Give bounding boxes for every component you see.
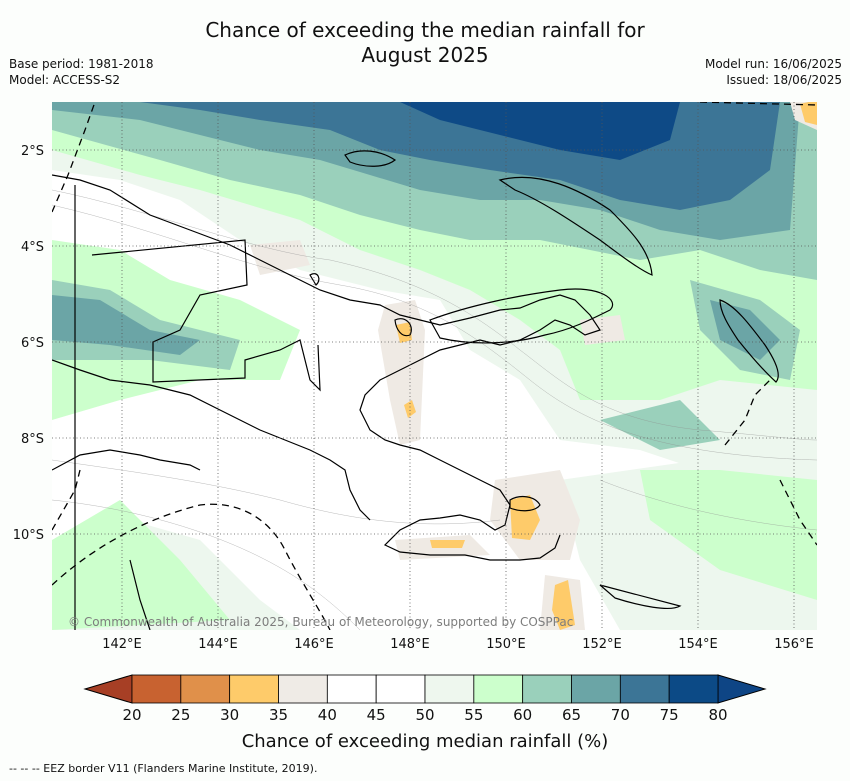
colorbar-tick-label: 30 <box>220 706 239 724</box>
eez-footnote: -- -- -- EEZ border V11 (Flanders Marine… <box>9 762 318 775</box>
colorbar-segment <box>278 674 328 704</box>
lat-tick-4s: 4°S <box>21 240 44 255</box>
lon-tick-146e: 146°E <box>294 637 334 652</box>
colorbar-segment <box>571 674 621 704</box>
colorbar-segment <box>229 674 279 704</box>
lon-tick-144e: 144°E <box>198 637 238 652</box>
copyright-text: © Commonwealth of Australia 2025, Bureau… <box>68 615 573 629</box>
lon-tick-labels: 142°E 144°E 146°E 148°E 150°E 152°E 154°… <box>102 637 814 652</box>
model-info: Base period: 1981-2018 Model: ACCESS-S2 <box>9 56 154 88</box>
field-65-70-mid <box>600 400 720 450</box>
model-run-label: Model run: 16/06/2025 <box>704 57 842 71</box>
field-35-40-e <box>430 540 465 548</box>
field-40-45-e <box>250 240 310 275</box>
lat-tick-labels: 2°S 4°S 6°S 8°S 10°S <box>13 144 44 543</box>
lat-tick-2s: 2°S <box>21 144 44 159</box>
colorbar-tick-label: 40 <box>318 706 337 724</box>
coastlines <box>52 150 779 630</box>
colorbar: 20 25 30 35 40 45 50 55 60 65 70 75 80 Chance of exc… <box>83 674 767 752</box>
field-60-65-southeast <box>640 470 817 600</box>
lat-tick-6s: 6°S <box>21 336 44 351</box>
lat-tick-8s: 8°S <box>21 432 44 447</box>
colorbar-over-arrow <box>717 674 767 704</box>
lon-tick-150e: 150°E <box>486 637 526 652</box>
colorbar-segment <box>522 674 572 704</box>
base-period-label: Base period: 1981-2018 <box>9 57 154 71</box>
colorbar-tick-label: 65 <box>562 706 581 724</box>
colorbar-tick-label: 55 <box>464 706 483 724</box>
eez-borders <box>52 102 817 630</box>
colorbar-segment <box>668 674 719 704</box>
title-line-1: Chance of exceeding the median rainfall … <box>205 18 645 42</box>
chart-title: Chance of exceeding the median rainfall … <box>180 18 670 68</box>
field-35-40-b <box>552 580 575 630</box>
colorbar-tick-label: 25 <box>171 706 190 724</box>
lon-tick-156e: 156°E <box>774 637 814 652</box>
field-35-40-d <box>404 400 416 418</box>
colorbar-segments <box>131 674 719 704</box>
issued-label: Issued: 18/06/2025 <box>726 73 842 87</box>
colorbar-segment <box>473 674 524 704</box>
field-60-65-southwest <box>52 500 230 630</box>
colorbar-title: Chance of exceeding median rainfall (%) <box>242 731 609 752</box>
colorbar-segment <box>619 674 670 704</box>
model-label: Model: ACCESS-S2 <box>9 73 121 87</box>
field-70-75-east <box>710 300 780 360</box>
field-35-40-f <box>800 102 817 125</box>
field-80-plus <box>400 102 680 160</box>
colorbar-segment <box>424 674 475 704</box>
map-field: © Commonwealth of Australia 2025, Bureau… <box>52 102 817 630</box>
colorbar-under-arrow <box>83 674 133 704</box>
colorbar-tick-label: 45 <box>367 706 386 724</box>
colorbar-tick-label: 35 <box>269 706 288 724</box>
field-70-75-west <box>52 295 200 355</box>
lat-tick-10s: 10°S <box>13 528 44 543</box>
colorbar-tick-label: 75 <box>660 706 679 724</box>
colorbar-labels: 20 25 30 35 40 45 50 55 60 65 70 75 80 <box>122 706 727 724</box>
colorbar-segment <box>375 674 426 704</box>
colorbar-tick-label: 50 <box>415 706 434 724</box>
colorbar-segment <box>180 674 231 704</box>
colorbar-tick-label: 80 <box>708 706 727 724</box>
colorbar-segment <box>131 674 182 704</box>
gridlines <box>52 102 817 630</box>
lon-tick-148e: 148°E <box>390 637 430 652</box>
colorbar-tick-label: 70 <box>611 706 630 724</box>
colorbar-tick-label: 20 <box>122 706 141 724</box>
lon-tick-142e: 142°E <box>102 637 142 652</box>
field-35-40-c <box>396 322 412 343</box>
lon-tick-152e: 152°E <box>582 637 622 652</box>
lon-tick-154e: 154°E <box>678 637 718 652</box>
run-info: Model run: 16/06/2025 Issued: 18/06/2025 <box>705 56 842 88</box>
field-35-40-a <box>510 495 540 540</box>
colorbar-segment <box>326 674 377 704</box>
colorbar-tick-label: 60 <box>513 706 532 724</box>
field-40-45-f <box>580 315 625 345</box>
title-line-2: August 2025 <box>361 43 489 67</box>
